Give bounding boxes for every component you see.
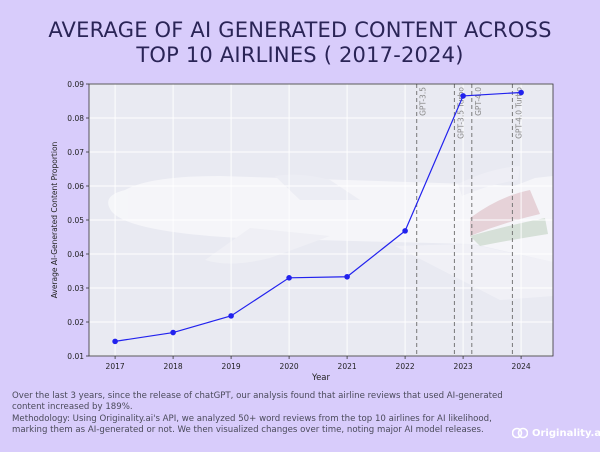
model-release-label: GPT-4.0	[474, 87, 483, 116]
data-point	[112, 338, 118, 345]
x-tick-label: 2021	[338, 362, 357, 371]
series-line	[115, 91, 522, 342]
y-axis-label: Average AI-Generated Content Proportion	[50, 141, 59, 298]
chart-title: AVERAGE OF AI GENERATED CONTENT ACROSS T…	[0, 18, 600, 68]
logo-icon	[512, 427, 528, 439]
data-point	[460, 93, 466, 99]
logo-text: Originality.ai	[532, 427, 600, 439]
footer-methodology: Methodology: Using Originality.ai's API,…	[12, 413, 492, 435]
title-line-1: AVERAGE OF AI GENERATED CONTENT ACROSS	[48, 18, 552, 42]
footer-summary: Over the last 3 years, since the release…	[12, 391, 503, 413]
airplane-illustration	[108, 166, 553, 300]
footer-text: Over the last 3 years, since the release…	[12, 391, 512, 436]
y-tick-label: 0.03	[67, 284, 84, 293]
model-release-label: GPT-4.0 Turbo	[514, 87, 523, 139]
data-point	[518, 89, 524, 96]
series-layer	[112, 89, 524, 345]
x-tick-label: 2024	[512, 362, 531, 371]
data-point	[170, 329, 176, 336]
y-tick-label: 0.05	[67, 216, 84, 225]
model-release-label: GPT-3.5 Turbo	[456, 87, 465, 139]
title-line-2: TOP 10 AIRLINES ( 2017-2024)	[136, 43, 464, 67]
x-tick-label: 2023	[454, 362, 473, 371]
annotations: GPT-3.5 GPT-3.5 Turbo GPT-4.0 GPT-4.0 Turbo	[416, 84, 523, 356]
y-tick-label: 0.09	[67, 80, 84, 89]
data-point	[286, 275, 292, 281]
plot-frame	[88, 83, 554, 357]
y-tick-label: 0.08	[67, 114, 84, 123]
x-axis-label: Year	[311, 373, 331, 383]
data-point	[228, 313, 234, 319]
data-point	[402, 228, 408, 234]
model-release-label: GPT-3.5	[419, 87, 428, 116]
grid	[89, 83, 553, 357]
x-tick-label: 2020	[280, 362, 299, 371]
x-tick-label: 2018	[164, 362, 183, 371]
x-tick-label: 2022	[396, 362, 415, 371]
y-tick-label: 0.04	[67, 250, 84, 259]
axes: 0.01 0.02 0.03 0.04 0.05 0.06 0.07 0.08 0.09 2017…	[67, 80, 554, 371]
x-tick-label: 2017	[106, 362, 125, 371]
originality-logo: Originality.ai	[512, 427, 600, 439]
y-tick-label: 0.07	[67, 148, 84, 157]
x-tick-label: 2019	[222, 362, 241, 371]
y-tick-label: 0.01	[67, 352, 84, 361]
data-point	[344, 273, 350, 280]
y-tick-label: 0.06	[67, 182, 84, 191]
y-tick-label: 0.02	[67, 318, 84, 327]
